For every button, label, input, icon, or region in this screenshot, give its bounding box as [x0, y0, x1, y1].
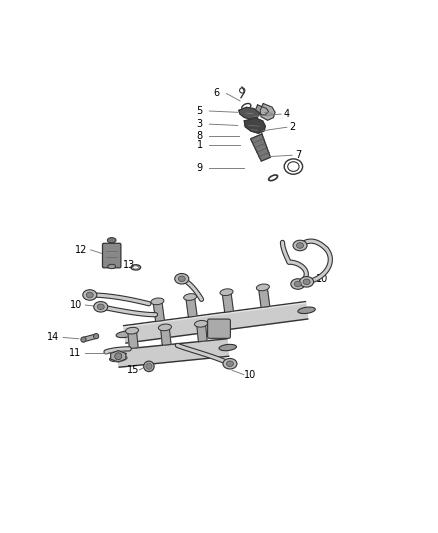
Polygon shape [161, 327, 171, 345]
Ellipse shape [298, 307, 315, 313]
Text: 11: 11 [69, 348, 81, 358]
FancyBboxPatch shape [102, 243, 121, 268]
Ellipse shape [226, 361, 233, 367]
Ellipse shape [151, 298, 164, 305]
Circle shape [115, 353, 122, 360]
Text: 10: 10 [316, 274, 328, 284]
Text: 4: 4 [284, 109, 290, 119]
Circle shape [81, 337, 86, 342]
Text: 5: 5 [197, 106, 203, 116]
Polygon shape [239, 107, 260, 119]
Ellipse shape [116, 331, 134, 337]
Polygon shape [197, 324, 207, 342]
Ellipse shape [297, 243, 304, 248]
Polygon shape [124, 302, 308, 343]
Text: 10: 10 [70, 300, 82, 310]
Text: 10: 10 [244, 370, 256, 379]
Ellipse shape [300, 277, 314, 287]
Text: 15: 15 [127, 365, 139, 375]
Ellipse shape [303, 279, 310, 285]
Text: 1: 1 [197, 140, 203, 150]
Polygon shape [244, 118, 265, 133]
Polygon shape [251, 134, 270, 161]
Ellipse shape [256, 284, 269, 290]
Ellipse shape [94, 302, 108, 312]
FancyBboxPatch shape [208, 319, 230, 338]
Ellipse shape [110, 356, 127, 362]
Text: 3: 3 [197, 119, 203, 129]
Circle shape [146, 364, 152, 369]
Ellipse shape [86, 292, 93, 298]
Ellipse shape [178, 276, 185, 281]
Text: 7: 7 [295, 150, 301, 160]
Polygon shape [255, 105, 268, 115]
Ellipse shape [108, 264, 116, 269]
Polygon shape [258, 287, 270, 308]
Text: 6: 6 [214, 88, 220, 99]
Polygon shape [153, 301, 164, 321]
Text: 12: 12 [75, 245, 87, 255]
Ellipse shape [175, 273, 189, 284]
Ellipse shape [83, 290, 97, 300]
Text: 8: 8 [197, 131, 203, 141]
Polygon shape [117, 339, 229, 367]
Ellipse shape [97, 304, 104, 310]
Polygon shape [260, 103, 275, 120]
Ellipse shape [291, 279, 305, 289]
Polygon shape [186, 296, 197, 317]
Ellipse shape [223, 359, 237, 369]
Ellipse shape [293, 240, 307, 251]
Ellipse shape [220, 289, 233, 296]
Ellipse shape [219, 344, 237, 351]
Polygon shape [222, 292, 233, 312]
Polygon shape [128, 330, 138, 349]
Ellipse shape [159, 324, 171, 331]
Circle shape [93, 334, 99, 339]
Polygon shape [111, 351, 126, 362]
Text: 2: 2 [290, 122, 296, 132]
Circle shape [144, 361, 154, 372]
Text: 13: 13 [123, 260, 135, 270]
Ellipse shape [194, 320, 208, 327]
Text: 14: 14 [47, 333, 60, 343]
Text: 9: 9 [197, 163, 203, 173]
Ellipse shape [184, 294, 197, 301]
Ellipse shape [126, 327, 138, 334]
Ellipse shape [294, 281, 301, 287]
Ellipse shape [107, 238, 116, 243]
